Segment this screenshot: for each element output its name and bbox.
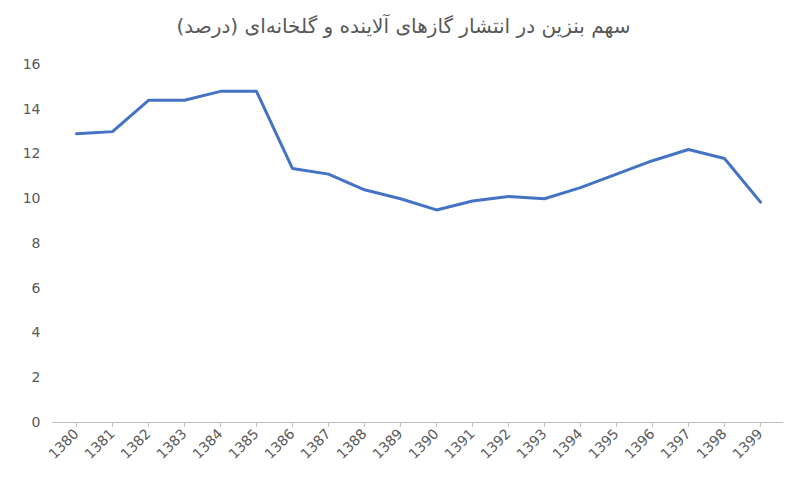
svg-text:1392: 1392 — [477, 425, 514, 462]
svg-text:4: 4 — [32, 324, 41, 340]
svg-text:12: 12 — [23, 145, 41, 161]
svg-text:1380: 1380 — [45, 425, 82, 462]
svg-text:1385: 1385 — [225, 425, 262, 462]
svg-text:1388: 1388 — [333, 425, 370, 462]
svg-text:16: 16 — [23, 56, 41, 72]
svg-text:10: 10 — [23, 190, 41, 206]
svg-text:1393: 1393 — [513, 425, 550, 462]
svg-text:1396: 1396 — [621, 425, 658, 462]
svg-text:1381: 1381 — [81, 425, 118, 462]
svg-text:6: 6 — [32, 280, 41, 296]
svg-text:0: 0 — [32, 414, 41, 430]
svg-text:1395: 1395 — [585, 425, 622, 462]
svg-text:1398: 1398 — [693, 425, 730, 462]
svg-text:1382: 1382 — [117, 425, 154, 462]
html-text:سهم بنزین در انتشار گازهای آلا: سهم بنزین در انتشار گازهای آلاینده و گلخ… — [176, 14, 631, 38]
svg-text:1397: 1397 — [657, 425, 694, 462]
svg-text:1391: 1391 — [441, 425, 478, 462]
svg-text:1383: 1383 — [153, 425, 190, 462]
svg-text:1399: 1399 — [729, 425, 766, 462]
svg-text:1394: 1394 — [549, 425, 586, 462]
svg-text:14: 14 — [23, 101, 41, 117]
svg-text:1390: 1390 — [405, 425, 442, 462]
svg-text:8: 8 — [32, 235, 41, 251]
svg-text:1384: 1384 — [189, 425, 226, 462]
svg-text:2: 2 — [32, 369, 41, 385]
svg-text:1389: 1389 — [369, 425, 406, 462]
svg-text:1386: 1386 — [261, 425, 298, 462]
svg-text:1387: 1387 — [297, 425, 334, 462]
